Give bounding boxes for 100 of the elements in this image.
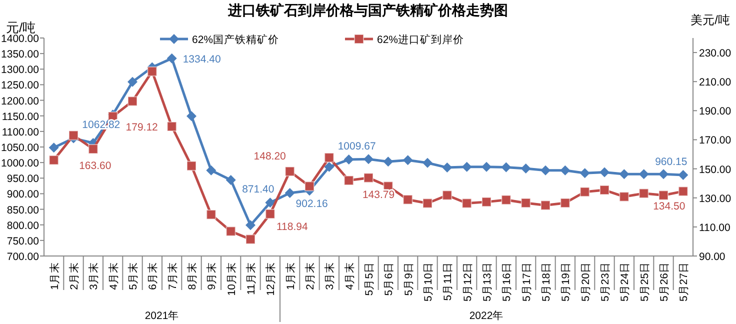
y-tick-label: 1200.00 xyxy=(1,95,40,108)
y-tick-label: 1400.00 xyxy=(1,33,40,45)
point xyxy=(638,188,649,198)
x-tick-label: 4月末 xyxy=(342,262,356,290)
point xyxy=(520,198,531,208)
point xyxy=(324,152,334,163)
legend-label: 62%进口矿到岸价 xyxy=(377,33,464,46)
point xyxy=(678,186,688,196)
x-tick-label: 8月末 xyxy=(186,262,198,290)
x-tick-label: 5月13日 xyxy=(482,262,494,302)
x-tick-label: 5月25日 xyxy=(638,262,651,302)
point xyxy=(442,162,452,173)
y2-tick-label: 110.00 xyxy=(699,222,730,234)
x-tick-label: 2月末 xyxy=(68,262,80,290)
point xyxy=(186,160,196,171)
data-label: 118.94 xyxy=(276,220,308,233)
x-tick-label: 4月末 xyxy=(106,262,120,290)
y-tick-label: 1350.00 xyxy=(1,48,40,61)
x-tick-label: 3月末 xyxy=(87,262,100,290)
x-tick-label: 5月11日 xyxy=(442,262,454,301)
point xyxy=(128,96,138,106)
x-tick-label: 5月26日 xyxy=(658,262,670,302)
x-tick-label: 5月6日 xyxy=(383,262,396,296)
point xyxy=(48,142,59,153)
point xyxy=(246,220,256,230)
point xyxy=(128,76,138,87)
point xyxy=(501,194,512,205)
point xyxy=(186,111,196,122)
x-tick-label: 5月9日 xyxy=(402,262,415,296)
x-tick-label: 5月5日 xyxy=(364,262,376,296)
point xyxy=(166,53,177,64)
point xyxy=(658,169,668,180)
point xyxy=(206,165,216,176)
point xyxy=(402,155,413,166)
x-tick-label: 5月12日 xyxy=(462,262,474,302)
x-tick-label: 5月16日 xyxy=(501,262,514,302)
y2-tick-label: 210.00 xyxy=(699,76,732,89)
x-tick-label: 10月末 xyxy=(224,262,238,296)
x-tick-label: 3月末 xyxy=(323,262,336,290)
point xyxy=(324,162,334,172)
data-label: 163.60 xyxy=(79,160,112,172)
y2-tick-label: 170.00 xyxy=(699,134,732,147)
point xyxy=(68,130,78,140)
point xyxy=(304,181,314,192)
point xyxy=(402,194,413,205)
x-tick-label: 1月末 xyxy=(48,262,61,290)
point xyxy=(462,198,472,208)
point xyxy=(540,200,550,210)
point xyxy=(658,190,668,200)
point xyxy=(88,144,98,154)
point xyxy=(678,170,688,180)
point xyxy=(284,166,295,176)
point xyxy=(600,185,610,196)
point xyxy=(206,210,216,220)
point xyxy=(284,188,295,198)
point xyxy=(147,66,158,76)
point xyxy=(540,165,550,176)
data-label: 143.79 xyxy=(362,188,395,201)
point xyxy=(383,156,394,167)
point xyxy=(482,196,492,207)
y2-axis-title: 美元/吨 xyxy=(690,13,730,27)
x-tick-label: 7月末 xyxy=(166,262,179,290)
y-tick-label: 850.00 xyxy=(6,204,40,216)
y2-tick-label: 150.00 xyxy=(699,164,732,176)
point xyxy=(265,198,276,208)
point xyxy=(619,192,630,202)
y2-tick-label: 190.00 xyxy=(699,106,732,118)
data-label: 902.16 xyxy=(296,198,328,210)
x-tick-label: 11月末 xyxy=(244,262,258,295)
x-tick-label: 5月23日 xyxy=(600,262,612,302)
x-tick-label: 5月27日 xyxy=(678,262,690,302)
point xyxy=(364,154,374,164)
y-tick-label: 1150.00 xyxy=(2,110,40,123)
y-tick-label: 700.00 xyxy=(6,251,40,263)
point xyxy=(344,154,354,165)
point xyxy=(364,172,374,183)
y2-tick-label: 90.00 xyxy=(699,251,726,263)
legend-label: 62%国产铁精矿价 xyxy=(192,33,280,46)
point xyxy=(226,226,236,236)
point xyxy=(246,234,256,244)
x-tick-label: 6月末 xyxy=(146,262,160,290)
data-label: 871.40 xyxy=(242,184,274,196)
x-tick-label: 5月18日 xyxy=(540,262,552,302)
text: 2022年 xyxy=(469,310,504,322)
x-tick-label: 5月19日 xyxy=(560,262,572,302)
y-tick-label: 1000.00 xyxy=(1,158,40,170)
x-tick-label: 1月末 xyxy=(284,262,297,290)
point xyxy=(344,175,354,186)
x-tick-label: 2月末 xyxy=(304,262,316,290)
data-label: 1334.40 xyxy=(182,53,221,66)
x-tick-label: 5月20日 xyxy=(580,262,592,302)
y-tick-label: 1300.00 xyxy=(1,64,40,76)
point xyxy=(265,208,276,219)
point xyxy=(48,155,59,166)
point xyxy=(560,165,570,176)
point xyxy=(600,167,610,178)
point xyxy=(619,169,630,180)
point xyxy=(462,162,472,172)
point xyxy=(560,198,570,208)
x-tick-label: 9月末 xyxy=(205,262,218,290)
